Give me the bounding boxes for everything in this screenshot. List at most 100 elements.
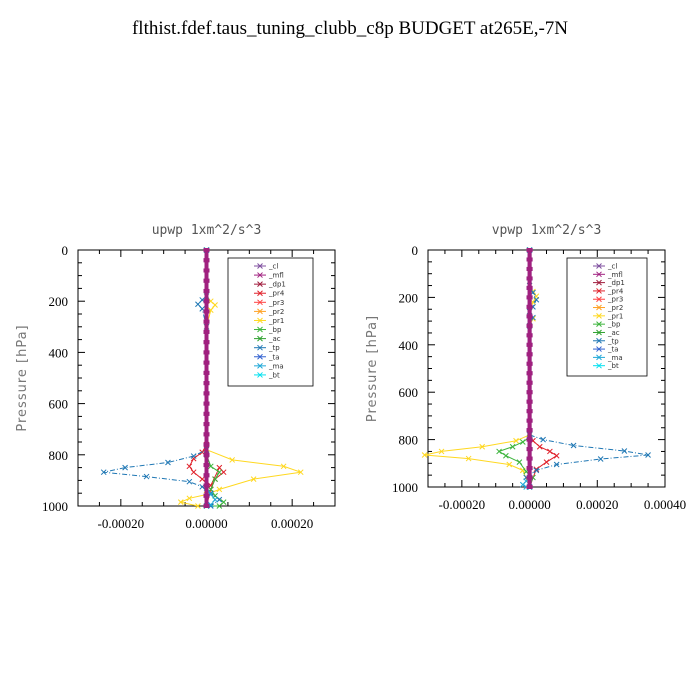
data-point [506, 461, 513, 468]
y-tick-label: 600 [49, 397, 69, 412]
series-line [103, 250, 221, 507]
data-point [203, 452, 210, 457]
data-point [257, 353, 263, 360]
data-point [203, 401, 210, 406]
data-point [257, 372, 263, 378]
data-point [203, 442, 210, 447]
y-tick-label: 600 [399, 385, 419, 400]
legend-entry: _pr2 [607, 304, 623, 312]
legend: _cl_mfl_dp1_pr4_pr3_pr2_pr1_bp_ac_tp_ta_… [227, 257, 314, 387]
y-axis-label: Pressure [hPa] [365, 315, 380, 422]
data-point [177, 499, 184, 506]
data-point [257, 272, 263, 278]
legend: _cl_mfl_dp1_pr4_pr3_pr2_pr1_bp_ac_tp_ta_… [566, 257, 648, 377]
data-point [516, 459, 523, 465]
data-point [526, 295, 533, 300]
data-point [526, 266, 533, 271]
data-point [526, 399, 533, 404]
data-point [250, 476, 257, 482]
data-point [216, 464, 223, 471]
legend-entry: _tp [607, 337, 619, 345]
legend-entry: _cl [607, 263, 617, 271]
data-point [165, 459, 171, 466]
data-point [203, 432, 210, 437]
data-point [203, 504, 210, 508]
data-point [543, 459, 550, 465]
data-point [496, 448, 502, 455]
legend-entry: _pr1 [607, 312, 623, 320]
data-point [203, 381, 210, 386]
data-point [526, 257, 533, 262]
data-point [526, 475, 533, 480]
legend-entry: _ac [607, 329, 620, 337]
data-point [186, 463, 193, 470]
data-point [533, 467, 540, 474]
y-tick-label: 200 [49, 294, 69, 309]
data-point [203, 411, 210, 416]
data-point [212, 302, 218, 308]
data-point [122, 464, 128, 471]
data-point [216, 503, 223, 509]
data-point [186, 495, 193, 502]
data-point [100, 469, 107, 476]
data-point [526, 276, 533, 281]
data-point [596, 346, 602, 352]
legend-box [566, 257, 648, 377]
data-point [203, 422, 210, 427]
data-point [229, 457, 236, 463]
data-point [596, 304, 602, 311]
y-tick-label: 400 [399, 338, 419, 353]
data-point [536, 443, 543, 450]
data-point [216, 469, 223, 476]
data-point [526, 371, 533, 376]
data-point [199, 476, 206, 482]
y-tick-label: 0 [412, 243, 419, 258]
data-point [553, 461, 560, 468]
data-point [186, 478, 193, 485]
data-point [526, 352, 533, 357]
data-point [503, 452, 509, 459]
data-point [203, 329, 210, 334]
legend-entry: _mfl [268, 272, 284, 280]
data-point [540, 436, 546, 443]
data-point [465, 455, 472, 462]
data-point [257, 317, 263, 324]
page-title: flthist.fdef.taus_tuning_clubb_c8p BUDGE… [131, 18, 569, 39]
x-tick-label: 0.00000 [508, 497, 550, 512]
chart-title: upwp 1xm^2/s^3 [152, 223, 262, 238]
data-point [195, 301, 201, 308]
data-point [203, 493, 210, 498]
data-point [220, 469, 227, 476]
data-point [509, 443, 516, 450]
data-point [553, 452, 560, 459]
legend-entry: _pr3 [607, 296, 623, 304]
data-point [257, 308, 263, 315]
x-tick-label: -0.00020 [439, 497, 486, 512]
data-point [526, 390, 533, 395]
data-point [519, 481, 526, 488]
data-point [526, 380, 533, 385]
data-point [190, 455, 197, 462]
y-tick-label: 1000 [392, 480, 418, 495]
data-point [526, 304, 533, 309]
data-point [203, 268, 210, 273]
data-point [596, 312, 602, 319]
chart-title: vpwp 1xm^2/s^3 [492, 223, 602, 238]
legend-entry: _bt [607, 362, 619, 370]
data-point [526, 248, 533, 252]
legend-entry: _dp1 [268, 281, 286, 289]
data-point [297, 469, 304, 476]
legend-entry: _cl [268, 263, 278, 271]
data-point [526, 428, 533, 433]
y-tick-label: 800 [49, 448, 69, 463]
legend-entry: _ta [607, 346, 619, 354]
data-point [195, 503, 201, 509]
data-point [596, 354, 602, 361]
data-point [526, 333, 533, 338]
data-point [203, 340, 210, 345]
data-point [257, 290, 263, 297]
legend-entry: _tp [268, 344, 280, 352]
data-point [190, 453, 197, 459]
data-point [596, 362, 602, 369]
